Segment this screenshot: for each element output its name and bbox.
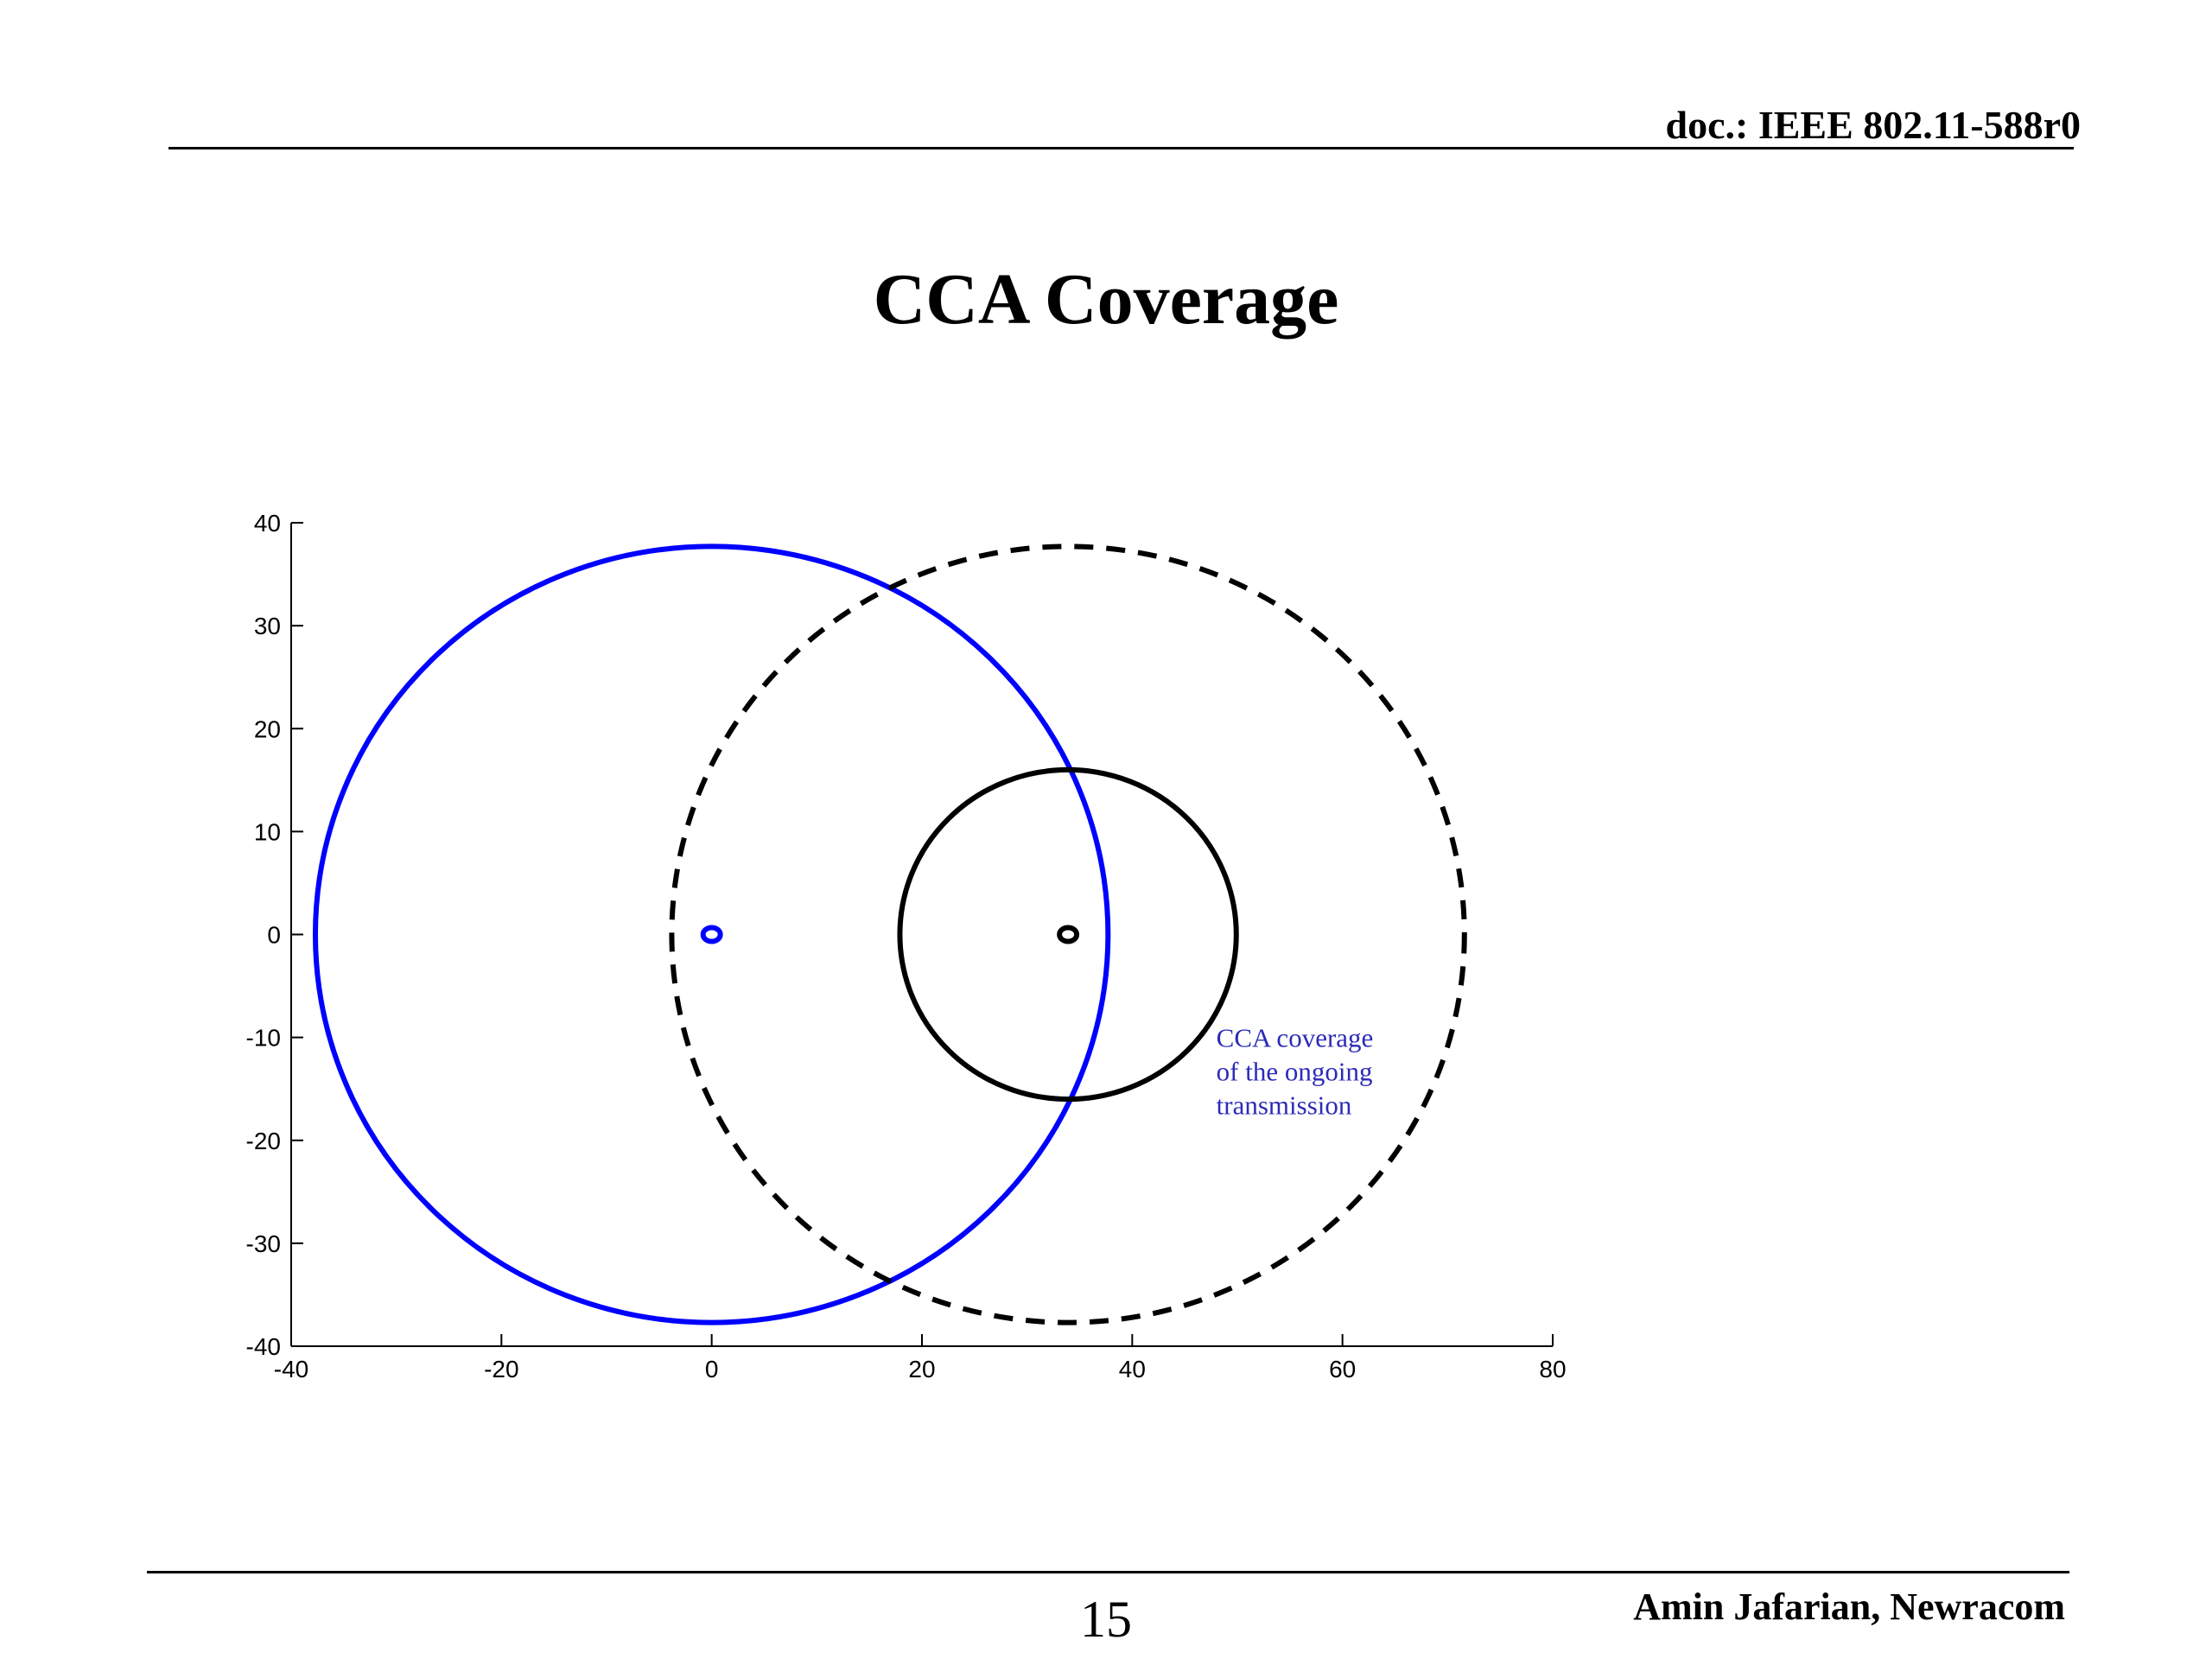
header-divider xyxy=(168,147,2074,149)
footer-divider xyxy=(147,1571,2069,1573)
page-number: 15 xyxy=(1080,1591,1132,1648)
plot-annotations: CCA coverage of the ongoing transmission xyxy=(1217,1023,1374,1121)
y-tick-label: -30 xyxy=(246,1230,281,1257)
dashed-coverage-circle xyxy=(669,543,1467,1325)
x-tick-label: 80 xyxy=(1539,1356,1566,1382)
x-tick-label: 40 xyxy=(1119,1356,1146,1382)
y-tick-label: -10 xyxy=(246,1025,281,1052)
cca-coverage-circle xyxy=(897,766,1239,1103)
plot-markers xyxy=(700,925,1080,944)
annotation-line: CCA coverage xyxy=(1217,1023,1374,1053)
plot-axes: -40 -20 0 20 40 60 80 40 30 20 10 0 -10 -20 -30 -40 xyxy=(246,510,1567,1382)
x-tick-label: 0 xyxy=(705,1356,719,1382)
plot-curves xyxy=(312,543,1467,1325)
y-tick-label: 0 xyxy=(267,922,281,949)
black-center-marker xyxy=(1057,925,1080,944)
x-tick-label: -20 xyxy=(484,1356,518,1382)
annotation-line: of the ongoing xyxy=(1217,1057,1373,1087)
x-tick-label: 60 xyxy=(1329,1356,1356,1382)
y-tick-label: 10 xyxy=(254,818,281,845)
y-tick-label: 40 xyxy=(254,510,281,537)
author-affiliation: Amin Jafarian, Newracom xyxy=(1633,1586,2065,1628)
y-tick-label: 30 xyxy=(254,613,281,639)
blue-center-marker xyxy=(700,925,723,944)
x-tick-label: 20 xyxy=(908,1356,935,1382)
y-tick-label: -40 xyxy=(246,1333,281,1360)
x-tick-label: -40 xyxy=(274,1356,308,1382)
slide-title: CCA Coverage xyxy=(873,259,1339,340)
cca-coverage-annotation: CCA coverage of the ongoing transmission xyxy=(1217,1023,1374,1121)
blue-coverage-circle xyxy=(312,543,1111,1325)
y-tick-label: -20 xyxy=(246,1128,281,1154)
annotation-line: transmission xyxy=(1217,1090,1352,1121)
document-id: doc.: IEEE 802.11-588r0 xyxy=(1665,103,2081,147)
y-tick-label: 20 xyxy=(254,715,281,742)
